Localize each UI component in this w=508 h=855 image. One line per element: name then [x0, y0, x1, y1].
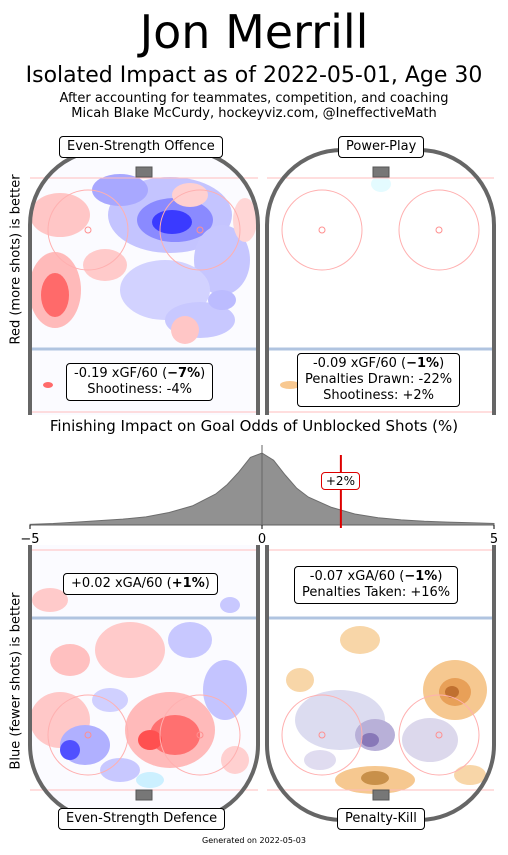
- pk-stats: -0.07 xGA/60 (−1%) Penalties Taken: +16%: [294, 566, 459, 604]
- pp-penalties-drawn: Penalties Drawn: -22%: [305, 372, 453, 387]
- pk-pct: −1%: [404, 569, 438, 584]
- offence-side-label: Red (more shots) is better: [8, 174, 24, 345]
- pp-pct: −1%: [406, 356, 440, 371]
- defence-side-label: Blue (fewer shots) is better: [8, 592, 24, 770]
- ev-defence-net: [135, 789, 153, 801]
- ev-defence-label: Even-Strength Defence: [58, 808, 226, 830]
- x-tick-label: −5: [20, 532, 39, 547]
- page-subtitle: Isolated Impact as of 2022-05-01, Age 30: [25, 63, 483, 88]
- pp-net: [372, 166, 390, 178]
- ev-offence-pct: −7%: [167, 366, 201, 381]
- ev-offence-shootiness: Shootiness: -4%: [87, 382, 192, 397]
- pp-shootiness: Shootiness: +2%: [323, 388, 435, 403]
- finishing-marker-label: +2%: [320, 472, 360, 490]
- ev-offence-label: Even-Strength Offence: [59, 136, 223, 158]
- finishing-chart-title: Finishing Impact on Goal Odds of Unblock…: [49, 417, 459, 435]
- pp-stats: -0.09 xGF/60 (−1%) Penalties Drawn: -22%…: [297, 353, 461, 407]
- pk-rink-markings: [267, 549, 494, 791]
- pk-xg: -0.07 xGA/60 (: [309, 569, 405, 584]
- x-tick-label: 0: [258, 532, 266, 547]
- pk-label: Penalty-Kill: [337, 808, 425, 830]
- ev-defence-stats: +0.02 xGA/60 (+1%): [63, 573, 218, 595]
- ev-defence-xg: +0.02 xGA/60 (: [71, 576, 172, 591]
- x-axis-ticks: −5 0 5: [20, 525, 498, 547]
- ev-offence-xg: -0.19 xGF/60 (: [74, 366, 168, 381]
- pp-rink-markings: [267, 177, 494, 413]
- pk-net: [372, 789, 390, 801]
- x-tick-label: 5: [490, 532, 498, 547]
- page-title: Jon Merrill: [139, 5, 369, 59]
- pk-penalties-taken: Penalties Taken: +16%: [302, 585, 451, 600]
- pp-label: Power-Play: [338, 136, 425, 158]
- ev-offence-stats: -0.19 xGF/60 (−7%) Shootiness: -4%: [66, 363, 214, 401]
- ev-offence-rink-markings: [30, 177, 258, 413]
- ev-defence-pct: +1%: [171, 576, 205, 591]
- method-note: After accounting for teammates, competit…: [59, 91, 449, 106]
- author-credit: Micah Blake McCurdy, hockeyviz.com, @Ine…: [71, 106, 437, 121]
- pp-xg: -0.09 xGF/60 (: [312, 356, 407, 371]
- generated-date: Generated on 2022-05-03: [202, 836, 306, 845]
- ev-offence-net: [135, 166, 153, 178]
